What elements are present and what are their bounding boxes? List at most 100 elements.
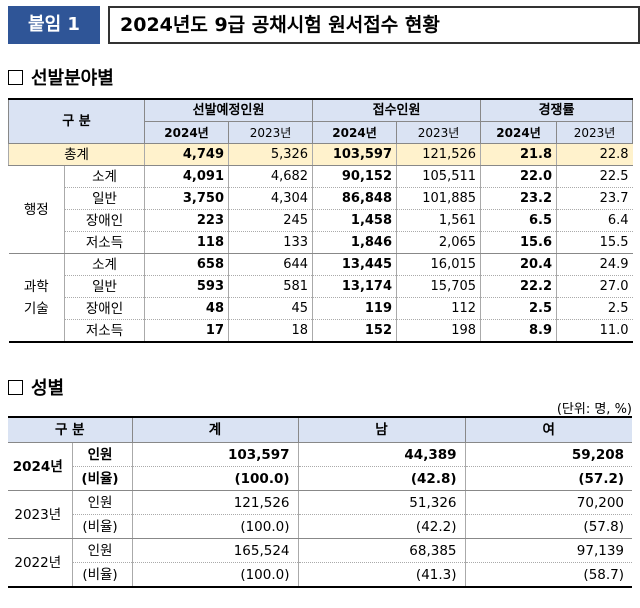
cell: 86,848 <box>312 187 397 210</box>
cell: (57.2) <box>464 466 633 491</box>
table-row: (비율) (100.0) (42.8) (57.2) <box>8 466 633 491</box>
row-label: 인원 <box>71 442 133 467</box>
row-label: 총계 <box>7 143 145 166</box>
header-gubun: 구 분 <box>7 98 146 144</box>
row-label: 일반 <box>63 275 145 298</box>
cell: 22.8 <box>556 143 633 166</box>
row-label: 장애인 <box>63 209 145 232</box>
cell: 6.5 <box>480 209 557 232</box>
cell: 17 <box>144 319 229 343</box>
cell: 2.5 <box>556 297 633 320</box>
cell: 21.8 <box>480 143 557 166</box>
table-row: 저소득 17 18 152 198 8.9 11.0 <box>9 319 633 343</box>
category-label: 행정 <box>8 165 65 254</box>
cell: 2,065 <box>396 231 481 254</box>
header-year-2024: 2024년 <box>480 121 558 144</box>
table-row: 일반 593 581 13,174 15,705 22.2 27.0 <box>9 275 633 298</box>
header: 붙임 1 2024년도 9급 공채시험 원서접수 현황 <box>8 6 640 44</box>
cell: 3,750 <box>144 187 229 210</box>
cell: 4,682 <box>228 165 313 188</box>
cell: (42.8) <box>297 466 466 491</box>
cell: 4,091 <box>144 165 229 188</box>
field-table: 구 분 선발예정인원 접수인원 경쟁률 2024년 2023년 2024년 20… <box>7 98 634 343</box>
cell: 13,445 <box>312 253 397 276</box>
header-ratio: 경쟁률 <box>480 98 634 122</box>
cell: 11.0 <box>556 319 633 343</box>
table-row: (비율) (100.0) (42.2) (57.8) <box>8 514 633 539</box>
cell: (58.7) <box>464 562 633 587</box>
cell: 27.0 <box>556 275 633 298</box>
cell: 118 <box>144 231 229 254</box>
table-row: 2022년 인원 165,524 68,385 97,139 <box>8 538 633 571</box>
header-gubun: 구 분 <box>8 417 133 443</box>
row-label: 저소득 <box>63 319 145 343</box>
cell: 16,015 <box>396 253 481 276</box>
section-title-label: 선발분야별 <box>31 68 114 89</box>
header-year-2023: 2023년 <box>556 121 634 144</box>
page-title: 2024년도 9급 공채시험 원서접수 현황 <box>108 6 640 44</box>
header-planned: 선발예정인원 <box>144 98 314 122</box>
year-label: 2022년 <box>14 554 62 571</box>
row-label: 저소득 <box>63 231 145 254</box>
row-label: (비율) <box>71 514 133 539</box>
cell: 101,885 <box>396 187 481 210</box>
category-label-line1: 과학 <box>23 278 49 295</box>
year-label: 2023년 <box>8 490 72 539</box>
cell: 24.9 <box>556 253 633 276</box>
cell: 22.0 <box>480 165 557 188</box>
cell: 121,526 <box>131 490 299 515</box>
category-label: 과학 기술 <box>9 254 65 343</box>
table-header-row: 구 분 계 남 여 <box>8 417 633 443</box>
table-row: 2024년 인원 103,597 44,389 59,208 <box>8 442 633 491</box>
table-row: 행정 소계 4,091 4,682 90,152 105,511 22.0 22… <box>8 165 633 254</box>
table-row: 저소득 118 133 1,846 2,065 15.6 15.5 <box>9 231 633 254</box>
unit-label: (단위: 명, %) <box>556 402 632 417</box>
cell: 48 <box>144 297 229 320</box>
cell: (41.3) <box>297 562 466 587</box>
cell: 8.9 <box>480 319 557 343</box>
checkbox-square-icon <box>8 379 23 395</box>
cell: 223 <box>144 209 229 232</box>
cell: 2.5 <box>480 297 557 320</box>
cell: 1,846 <box>312 231 397 254</box>
cell: 13,174 <box>312 275 397 298</box>
cell: (100.0) <box>131 514 299 539</box>
cell: 103,597 <box>131 442 299 467</box>
cell: 165,524 <box>131 538 299 563</box>
header-year-2023: 2023년 <box>228 121 314 144</box>
cell: 245 <box>228 209 313 232</box>
section-title-gender: 성별 <box>8 374 64 400</box>
cell: 1,458 <box>312 209 397 232</box>
table-row: 장애인 48 45 119 112 2.5 2.5 <box>9 297 633 320</box>
header-year-2024: 2024년 <box>312 121 398 144</box>
cell: 15,705 <box>396 275 481 298</box>
cell: 90,152 <box>312 165 397 188</box>
row-label: 일반 <box>63 187 145 210</box>
row-label: 소계 <box>63 165 145 188</box>
cell: 152 <box>312 319 397 343</box>
header-year-2023: 2023년 <box>396 121 482 144</box>
row-label: 인원 <box>71 490 133 515</box>
cell: 4,304 <box>228 187 313 210</box>
cell: (42.2) <box>297 514 466 539</box>
header-female: 여 <box>464 417 633 443</box>
cell: 644 <box>228 253 313 276</box>
year-label: 2024년 <box>8 442 72 491</box>
cell: (57.8) <box>464 514 633 539</box>
cell: 22.2 <box>480 275 557 298</box>
cell: 15.6 <box>480 231 557 254</box>
table-row: (비율) (100.0) (41.3) (58.7) <box>8 562 633 587</box>
row-label: 소계 <box>63 253 145 276</box>
cell: 121,526 <box>396 143 481 166</box>
row-label: 장애인 <box>63 297 145 320</box>
cell: (100.0) <box>131 562 299 587</box>
cell: 97,139 <box>464 538 633 563</box>
cell: 593 <box>144 275 229 298</box>
cell: 20.4 <box>480 253 557 276</box>
table-row: 일반 3,750 4,304 86,848 101,885 23.2 23.7 <box>9 187 633 210</box>
section-title-field: 선발분야별 <box>8 64 114 90</box>
cell: 68,385 <box>297 538 466 563</box>
row-label: (비율) <box>71 466 133 491</box>
table-row: 2023년 인원 121,526 51,326 70,200 <box>8 490 633 539</box>
cell: 22.5 <box>556 165 633 188</box>
